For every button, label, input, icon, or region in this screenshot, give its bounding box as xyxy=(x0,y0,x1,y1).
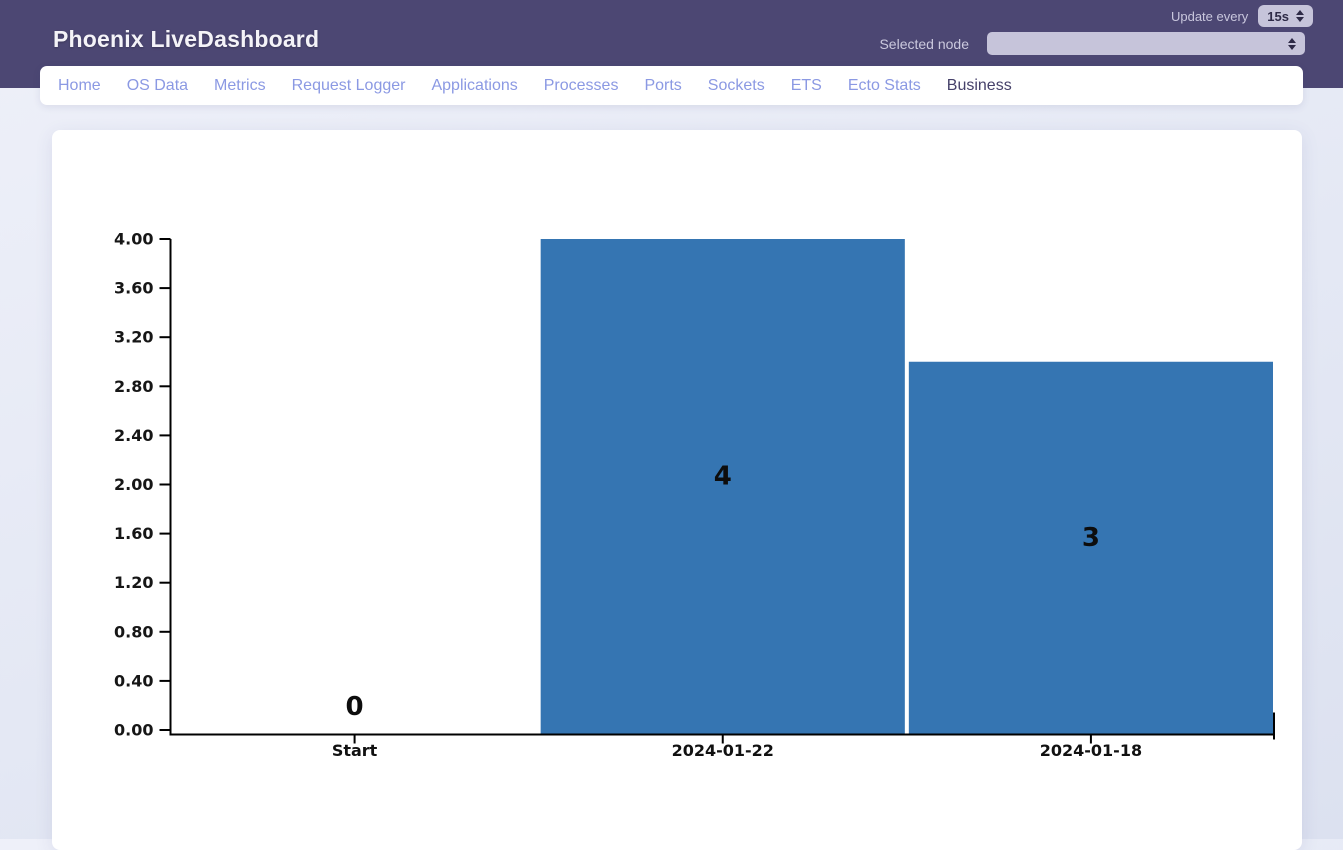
y-tick-label: 1.20 xyxy=(114,573,153,592)
y-tick-label: 0.00 xyxy=(114,721,153,740)
y-tick-label: 0.40 xyxy=(114,671,153,690)
y-tick-label: 2.40 xyxy=(114,426,153,445)
tab-home[interactable]: Home xyxy=(58,77,101,94)
tab-processes[interactable]: Processes xyxy=(543,77,619,94)
bar-value-label: 0 xyxy=(346,692,364,722)
tab-business[interactable]: Business xyxy=(946,77,1012,94)
y-tick-label: 0.80 xyxy=(114,622,153,641)
x-tick-label: Start xyxy=(332,741,378,760)
selected-node-row: Selected node xyxy=(879,32,1305,55)
app-title: Phoenix LiveDashboard xyxy=(53,26,320,52)
tab-ets[interactable]: ETS xyxy=(790,77,822,94)
x-tick-label: 2024-01-18 xyxy=(1040,741,1142,760)
update-every-label: Update every xyxy=(1170,8,1249,24)
tab-os-data[interactable]: OS Data xyxy=(126,77,189,94)
update-interval-select[interactable]: 15s xyxy=(1258,5,1313,27)
update-interval-value: 15s xyxy=(1267,8,1289,24)
tab-metrics[interactable]: Metrics xyxy=(214,77,266,94)
x-tick-label: 2024-01-22 xyxy=(672,741,774,760)
updown-arrows-icon xyxy=(1296,10,1304,22)
bar-2024-01-18 xyxy=(908,361,1273,734)
tab-ports[interactable]: Ports xyxy=(644,77,682,94)
business-chart: 0.00 0.40 0.80 1.20 1.60 2.00 2.40 2.80 3.20 3.60… xyxy=(114,230,1275,760)
update-every-row: Update every 15s xyxy=(1171,4,1313,28)
bar-2024-01-22 xyxy=(540,239,905,734)
updown-arrows-icon xyxy=(1288,37,1296,50)
bar-value-label: 4 xyxy=(714,462,732,492)
tab-ecto-stats[interactable]: Ecto Stats xyxy=(847,77,921,94)
y-tick-label: 3.60 xyxy=(114,279,153,298)
y-tick-label: 1.60 xyxy=(114,524,153,543)
tab-sockets[interactable]: Sockets xyxy=(707,77,765,94)
y-tick-label: 4.00 xyxy=(114,230,153,249)
nav-tabs: Home OS Data Metrics Request Logger Applicat… xyxy=(40,66,1303,105)
node-select[interactable] xyxy=(987,32,1305,55)
selected-node-label: Selected node xyxy=(879,35,969,52)
tab-applications[interactable]: Applications xyxy=(431,77,518,94)
y-tick-label: 2.00 xyxy=(114,475,153,494)
bar-value-label: 3 xyxy=(1082,523,1100,553)
chart-card: 0.00 0.40 0.80 1.20 1.60 2.00 2.40 2.80 3.20 3.60… xyxy=(52,130,1302,850)
tab-request-logger[interactable]: Request Logger xyxy=(291,77,406,94)
y-tick-label: 3.20 xyxy=(114,328,153,347)
y-tick-label: 2.80 xyxy=(114,377,153,396)
